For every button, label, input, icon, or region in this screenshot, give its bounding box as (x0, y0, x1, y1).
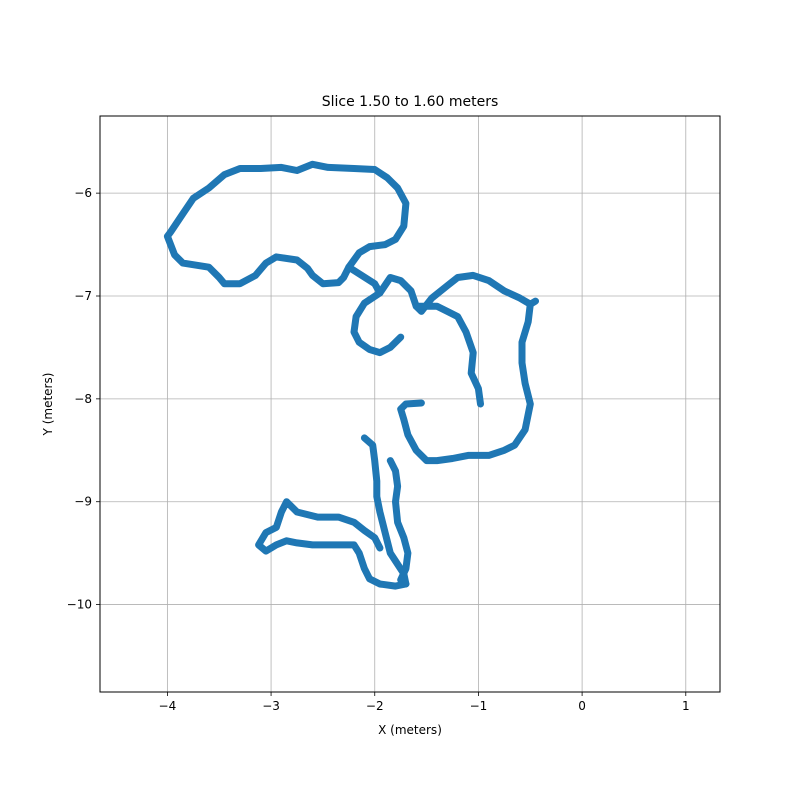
data-series (163, 160, 539, 590)
y-tick-label: −6 (74, 186, 92, 200)
chart-title: Slice 1.50 to 1.60 meters (322, 94, 499, 110)
point-cloud-trace (376, 271, 539, 315)
x-tick-label: −2 (366, 699, 384, 713)
y-tick-label: −8 (74, 392, 92, 406)
x-tick-label: −3 (262, 699, 280, 713)
axes-frame (99, 115, 721, 693)
axis-ticks: −4 −3 −2 −1 0 1−6−7−8−9−10 (67, 186, 690, 713)
point-cloud-trace (163, 160, 410, 288)
plot-area: −4 −3 −2 −1 0 1−6−7−8−9−10 (67, 115, 721, 713)
point-cloud-trace (360, 434, 410, 588)
x-tick-label: 1 (682, 699, 690, 713)
x-axis-label: X (meters) (378, 723, 442, 737)
y-axis-label: Y (meters) (41, 373, 55, 437)
y-tick-label: −10 (67, 598, 92, 612)
point-cloud-trace (412, 302, 484, 408)
x-tick-label: −4 (159, 699, 177, 713)
point-cloud-trace (397, 300, 534, 465)
y-tick-label: −7 (74, 289, 92, 303)
point-cloud-trace (255, 498, 410, 590)
x-tick-label: −1 (470, 699, 488, 713)
point-cloud-trace (386, 457, 412, 584)
x-tick-label: 0 (578, 699, 586, 713)
y-tick-label: −9 (74, 495, 92, 509)
